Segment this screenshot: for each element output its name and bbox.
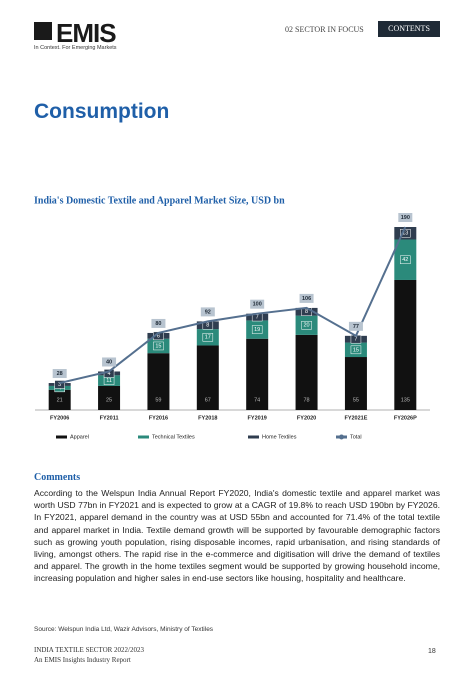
total-label: 92 — [205, 309, 211, 315]
legend-label: Home Textiles — [262, 434, 297, 440]
value-label: 55 — [353, 397, 359, 403]
total-label: 80 — [155, 321, 161, 327]
value-label: 74 — [254, 397, 260, 403]
bar-segment — [147, 353, 170, 410]
total-label-box — [250, 299, 265, 309]
value-label: 67 — [205, 397, 211, 403]
value-label: 7 — [354, 337, 357, 343]
x-tick-label: FY2016 — [149, 415, 168, 421]
logo-icon — [34, 22, 52, 40]
value-label: 8 — [206, 323, 209, 329]
value-label: 7 — [256, 315, 259, 321]
x-tick-label: FY2018 — [198, 415, 217, 421]
value-label: 59 — [155, 397, 161, 403]
value-label: 78 — [304, 397, 310, 403]
bar-segment — [196, 345, 219, 410]
value-label: 8 — [305, 309, 308, 315]
bar-segment — [48, 389, 71, 410]
total-label-box — [398, 213, 413, 222]
total-label-box — [299, 293, 314, 303]
legend-label: Total — [350, 434, 362, 440]
x-tick-label: FY2020 — [297, 415, 316, 421]
bar-segment — [98, 385, 121, 410]
label-box — [202, 333, 214, 342]
footer-subtitle: An EMIS Insights Industry Report — [34, 656, 131, 664]
x-tick-label: FY2019 — [248, 415, 267, 421]
total-line — [59, 226, 407, 385]
label-box — [153, 341, 164, 351]
total-label: 100 — [253, 302, 262, 308]
value-label: 19 — [254, 327, 260, 333]
source: Source: Welspun India Ltd, Wazir Advisor… — [34, 626, 214, 633]
bar-segment — [344, 357, 367, 410]
label-box — [54, 380, 65, 389]
total-label-box — [102, 357, 117, 367]
value-label: 135 — [401, 397, 410, 403]
bar-segment — [295, 334, 318, 410]
x-tick-label: FY2026P — [394, 415, 417, 421]
contents-button[interactable]: CONTENTS — [378, 21, 440, 37]
total-label: 40 — [106, 359, 112, 365]
value-label: 15 — [155, 343, 161, 349]
legend-label: Technical Textiles — [152, 434, 195, 440]
value-label: 13 — [402, 231, 408, 237]
logo: EMIS — [56, 18, 117, 48]
comments-heading: Comments — [34, 472, 81, 483]
total-label: 77 — [353, 324, 359, 330]
label-box — [301, 320, 312, 330]
legend-label: Apparel — [70, 434, 89, 440]
page-title: Consumption — [34, 100, 170, 123]
total-label-box — [52, 369, 67, 379]
value-label: 3 — [58, 382, 61, 388]
footer-title: INDIA TEXTILE SECTOR 2022/2023 — [34, 646, 144, 654]
value-label: 20 — [304, 323, 310, 329]
chart-title: India's Domestic Textile and Apparel Mar… — [34, 195, 285, 206]
value-label: 4 — [108, 371, 111, 377]
value-label: 15 — [353, 347, 359, 353]
x-tick-label: FY2006 — [50, 415, 69, 421]
total-label-box — [348, 321, 363, 331]
label-box — [251, 325, 263, 334]
total-label: 190 — [401, 215, 410, 221]
chart: India's Domestic Textile and Apparel Mar… — [34, 195, 430, 440]
bar-segment — [394, 279, 417, 410]
total-label: 106 — [302, 296, 311, 302]
section-label: 02 SECTOR IN FOCUS — [285, 25, 364, 34]
total-label-box — [151, 318, 166, 328]
legend-marker — [339, 434, 344, 440]
x-tick-label: FY2021E — [344, 415, 367, 421]
label-box — [400, 255, 411, 264]
comments-text: According to the Welspun India Annual Re… — [34, 488, 440, 584]
value-label: 21 — [57, 397, 63, 403]
value-label: 11 — [106, 378, 112, 384]
value-label: 42 — [402, 257, 408, 263]
total-label-box — [200, 307, 215, 317]
x-tick-label: FY2011 — [100, 415, 119, 421]
page-number: 18 — [428, 648, 436, 655]
tagline: In Context. For Emerging Markets — [34, 45, 117, 51]
value-label: 17 — [205, 335, 211, 341]
bar-segment — [246, 338, 269, 410]
value-label: 25 — [106, 397, 112, 403]
value-label: 6 — [157, 333, 160, 339]
label-box — [350, 345, 362, 355]
total-label: 28 — [57, 371, 63, 377]
